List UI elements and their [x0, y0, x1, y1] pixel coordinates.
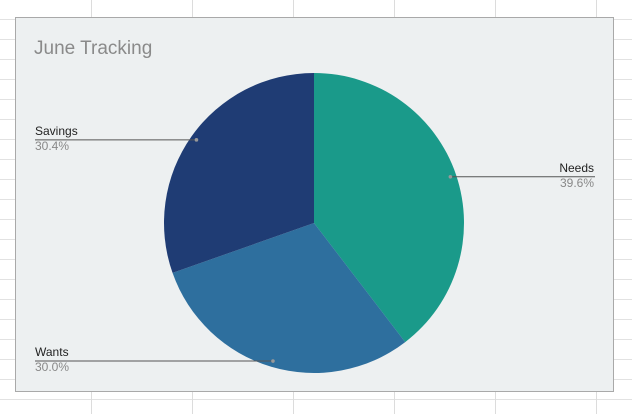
leader-dot	[194, 138, 199, 142]
pie-slice	[163, 73, 314, 273]
slice-label: Savings	[35, 124, 78, 138]
leader-dot	[271, 359, 275, 363]
slice-value-label: 30.4%	[35, 139, 69, 153]
pie-slice	[314, 73, 465, 343]
slice-value-label: 30.0%	[35, 360, 69, 374]
slice-label: Needs	[559, 161, 594, 175]
pie-slice	[172, 223, 406, 373]
chart-title: June Tracking	[34, 38, 152, 59]
slice-value-label: 39.6%	[560, 176, 594, 190]
leader-dot	[448, 174, 453, 179]
slice-label: Wants	[35, 345, 69, 359]
